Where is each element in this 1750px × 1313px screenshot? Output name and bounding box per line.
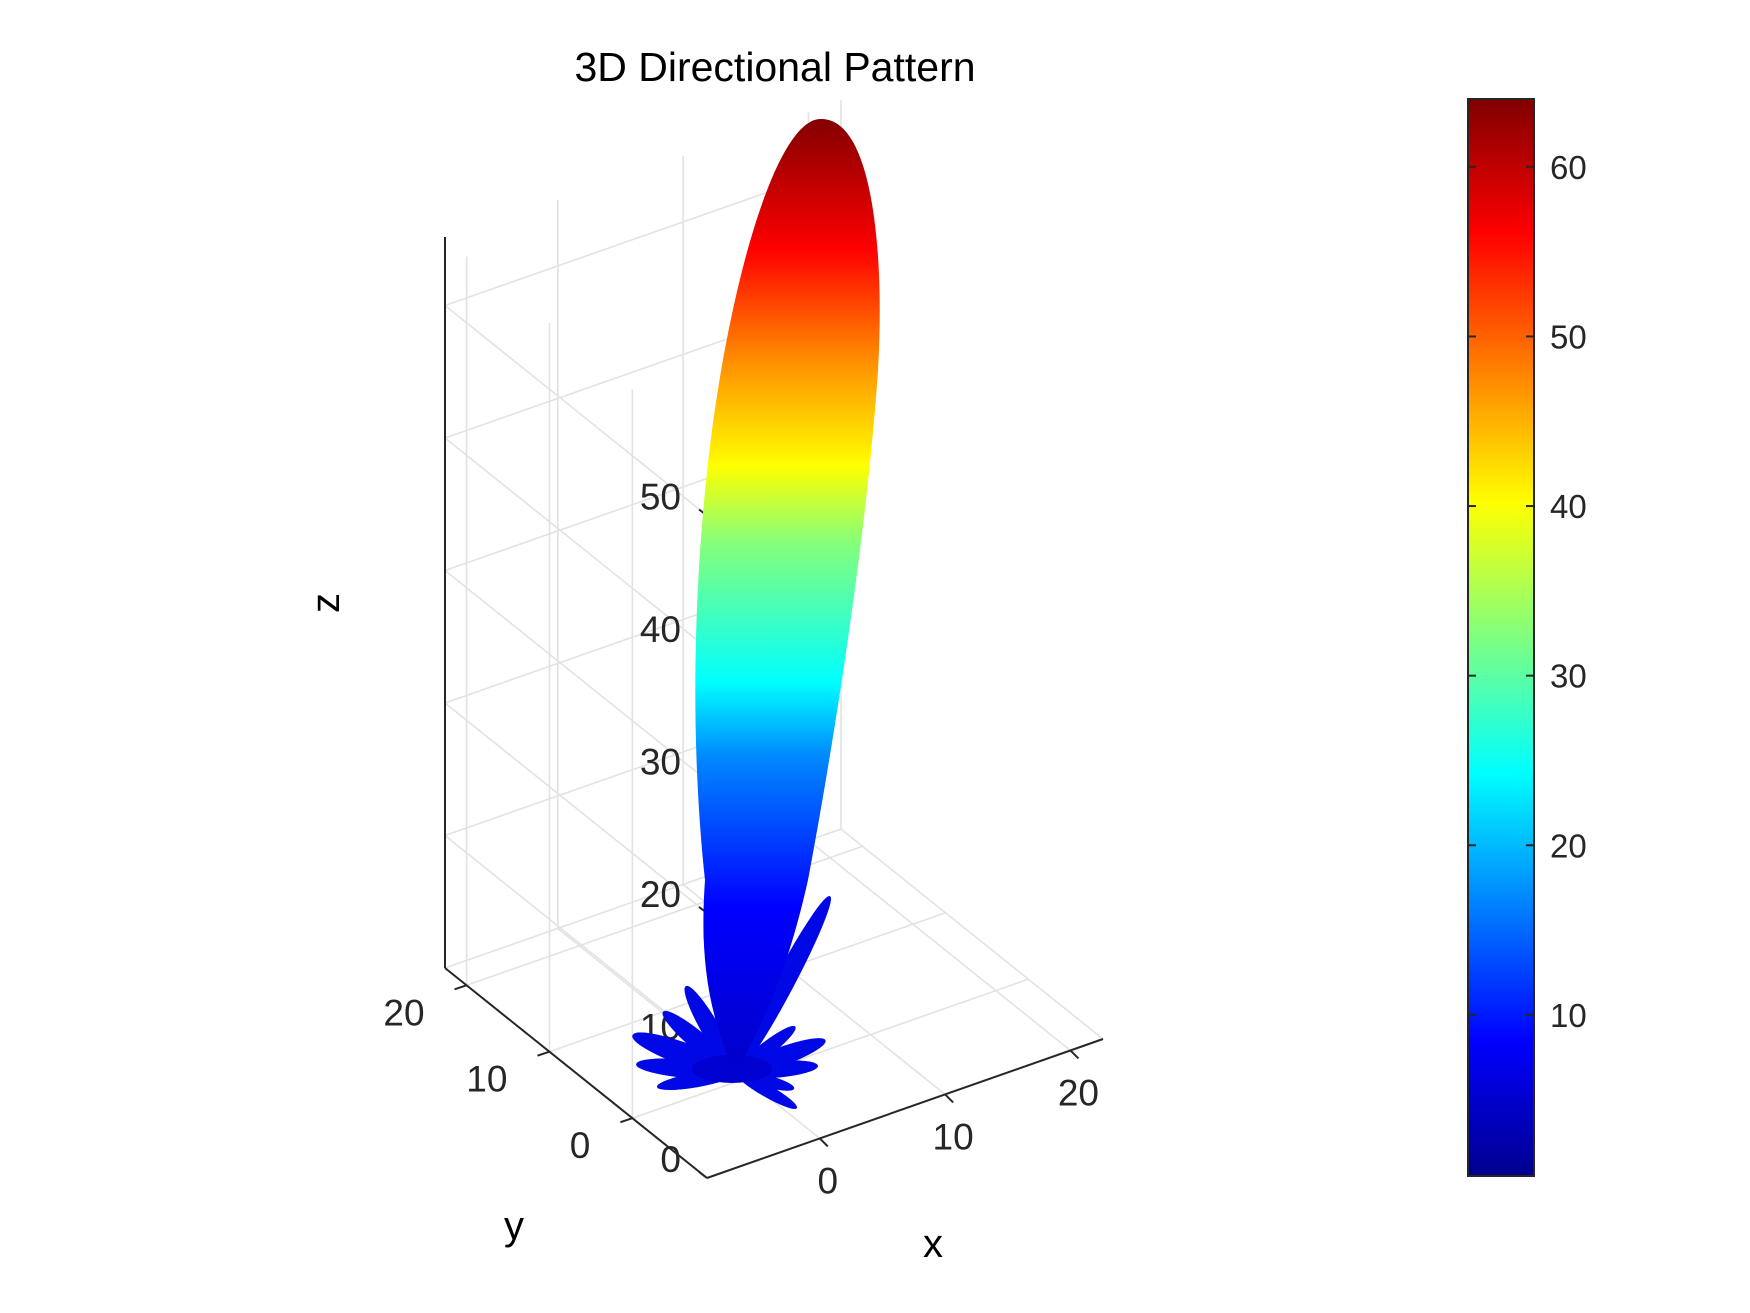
grid-line-edge xyxy=(840,828,1104,1040)
z-tick-label: 40 xyxy=(640,609,681,650)
y-axis-line xyxy=(444,967,708,1179)
chart-title: 3D Directional Pattern xyxy=(574,44,976,90)
y-tick xyxy=(620,1117,633,1124)
colorbar-gradient xyxy=(1467,98,1535,1177)
x-tick-label: 0 xyxy=(817,1160,838,1201)
grid-line-z xyxy=(444,569,708,782)
x-tick-label: 20 xyxy=(1058,1072,1099,1113)
y-tick-label: 20 xyxy=(383,992,424,1033)
z-tick-label: 20 xyxy=(640,874,681,915)
x-tick xyxy=(944,1093,954,1104)
y-tick-label: 10 xyxy=(466,1059,507,1100)
y-tick-label: 0 xyxy=(570,1125,591,1166)
colorbar-tick-label: 10 xyxy=(1550,997,1587,1034)
x-tick xyxy=(819,1137,829,1148)
x-tick-label: 10 xyxy=(933,1116,974,1157)
z-tick-label: 0 xyxy=(660,1139,681,1180)
grid-line-z xyxy=(444,304,708,517)
x-axis-label: x xyxy=(923,1222,943,1266)
lobe-base xyxy=(692,1055,772,1083)
grid-line-z xyxy=(444,702,708,914)
axes xyxy=(444,237,1104,1179)
x-tick xyxy=(1069,1049,1080,1060)
grid-line-x xyxy=(807,839,1071,1052)
y-tick xyxy=(454,984,467,991)
z-tick xyxy=(698,1171,708,1179)
y-tick xyxy=(537,1050,550,1057)
colorbar-tick-label: 50 xyxy=(1550,318,1587,355)
z-axis-label: z xyxy=(304,593,348,613)
z-tick-label: 50 xyxy=(640,477,681,518)
grid-line-z xyxy=(444,437,708,649)
grid-line-y xyxy=(632,978,1029,1119)
colorbar-tick-label: 20 xyxy=(1550,827,1587,864)
colorbar-tick-label: 60 xyxy=(1550,149,1587,186)
x-axis-line xyxy=(706,1038,1104,1179)
y-axis-label: y xyxy=(504,1204,524,1248)
main-lobe xyxy=(695,118,880,1073)
colorbar-ticks: 10 20 30 40 50 60 xyxy=(1468,149,1587,1034)
directional-pattern-surface xyxy=(632,118,880,1110)
grid-line-z xyxy=(444,834,708,1047)
colorbar-tick-label: 30 xyxy=(1550,658,1587,695)
z-tick-label: 30 xyxy=(640,742,681,783)
colorbar: 10 20 30 40 50 60 xyxy=(1467,98,1587,1177)
colorbar-tick-label: 40 xyxy=(1550,488,1587,525)
